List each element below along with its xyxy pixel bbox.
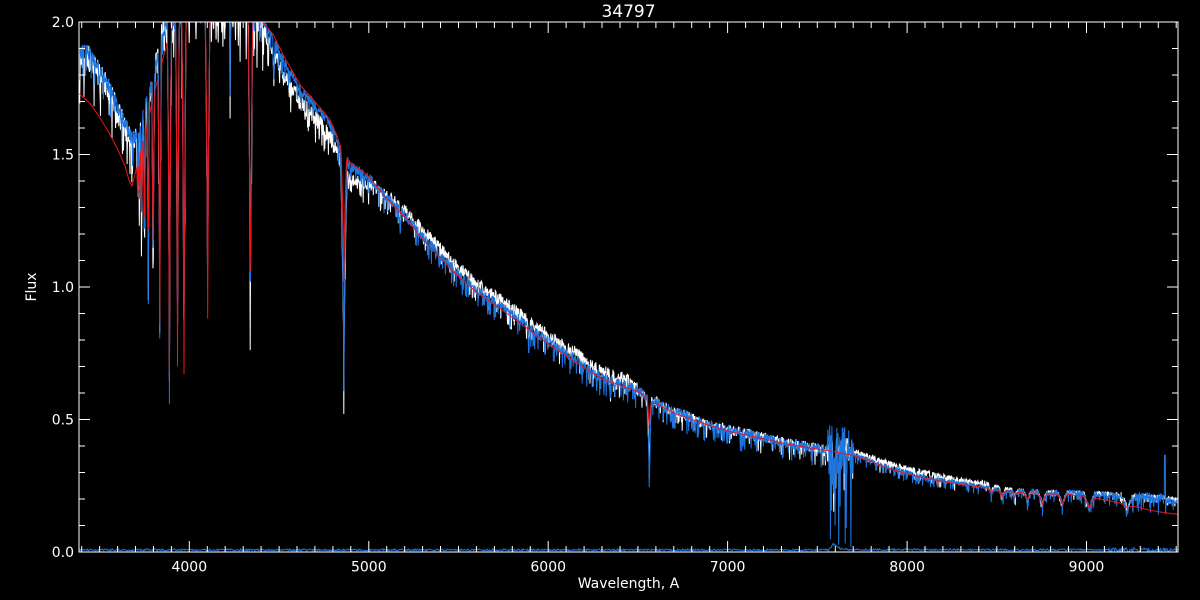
- y-tick-label: 1.5: [52, 148, 74, 164]
- y-tick-label: 2.0: [52, 15, 74, 31]
- tick-labels: 4000 5000 6000 7000 8000 9000 0.0 0.5 1.0 1.5 2.0: [52, 15, 1105, 576]
- axis-ticks: [79, 21, 1178, 553]
- series-observed-spectrum: [78, 21, 1179, 514]
- x-tick-label: 4000: [171, 560, 207, 576]
- y-axis-label: Flux: [24, 272, 40, 301]
- chart-title: 34797: [601, 2, 655, 22]
- x-axis-label: Wavelength, A: [578, 576, 680, 592]
- plot-frame: [78, 21, 1179, 553]
- x-tick-label: 5000: [351, 560, 387, 576]
- y-tick-label: 1.0: [52, 280, 74, 296]
- axes-frame-and-ticks: [78, 21, 1179, 553]
- x-tick-label: 9000: [1069, 560, 1105, 576]
- x-tick-label: 8000: [889, 560, 925, 576]
- series-sky-baseline: [78, 542, 1179, 554]
- x-tick-label: 6000: [530, 560, 566, 576]
- y-tick-label: 0.5: [52, 413, 74, 429]
- y-tick-label: 0.0: [52, 545, 74, 561]
- x-tick-label: 7000: [710, 560, 746, 576]
